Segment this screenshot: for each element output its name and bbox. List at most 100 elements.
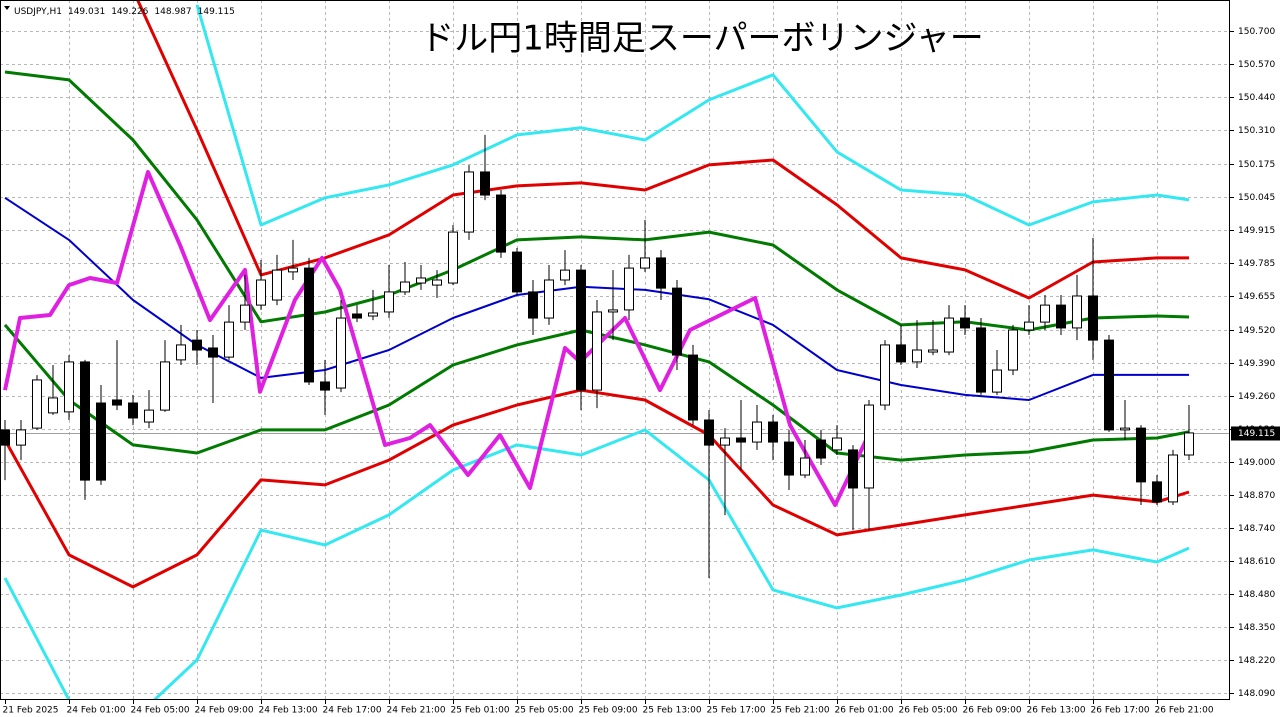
candle-body: [752, 421, 762, 443]
x-tick-label: 25 Feb 17:00: [707, 706, 766, 716]
candle-body: [448, 231, 458, 284]
candle-body: [336, 317, 346, 389]
menu-icon: [4, 6, 10, 10]
candle-body: [944, 317, 954, 353]
candle-body: [1072, 295, 1082, 329]
chart-title: ドル円1時間足スーパーボリンジャー: [420, 19, 984, 59]
ohlc-value: 149.115: [198, 7, 235, 17]
ohlc-value: 148.987: [154, 7, 191, 17]
current-price-label: 149.115: [1238, 429, 1275, 439]
candle-body: [704, 419, 714, 446]
candle-body: [48, 397, 58, 414]
candle-body: [960, 317, 970, 329]
candle-body: [816, 439, 826, 459]
x-tick-label: 21 Feb 2025: [3, 706, 59, 716]
candle-body: [672, 287, 682, 356]
y-tick-label: 148.090: [1238, 689, 1275, 699]
y-tick-label: 149.260: [1238, 392, 1275, 402]
candle-body: [288, 267, 298, 273]
candle-body: [1136, 427, 1146, 483]
candle-body: [16, 429, 26, 446]
candle-body: [1152, 481, 1162, 503]
candle-body: [640, 257, 650, 269]
x-tick-label: 26 Feb 13:00: [1027, 706, 1086, 716]
candle-body: [560, 269, 570, 281]
symbol-header: USDJPY,H1 149.031 149.226 148.987 149.115: [14, 7, 235, 17]
candle-body: [544, 279, 554, 319]
indicator-line: [135, 0, 1189, 300]
candle-body: [608, 309, 618, 313]
candle-body: [320, 381, 330, 391]
candle-body: [128, 402, 138, 419]
candle-body: [1184, 432, 1194, 456]
x-tick-label: 25 Feb 21:00: [771, 706, 830, 716]
candle-body: [96, 402, 106, 481]
candle-body: [480, 171, 490, 196]
x-tick-label: 25 Feb 01:00: [451, 706, 510, 716]
candle-body: [240, 304, 250, 323]
y-tick-label: 148.610: [1238, 557, 1275, 567]
indicator-line: [195, 4, 1190, 227]
x-tick-label: 26 Feb 09:00: [963, 706, 1022, 716]
candle-body: [800, 457, 810, 476]
candle-body: [176, 344, 186, 361]
candle-body: [576, 269, 586, 391]
candle-body: [64, 361, 74, 413]
candle-body: [896, 344, 906, 363]
candle-body: [144, 409, 154, 423]
candle-body: [1120, 427, 1130, 431]
ohlc-value: 149.226: [111, 7, 148, 17]
axes: 150.700 150.570 150.440 150.310 150.175 150.0…: [3, 27, 1280, 716]
candle-body: [496, 194, 506, 253]
x-tick-label: 26 Feb 01:00: [835, 706, 894, 716]
candle-body: [736, 437, 746, 443]
candle-body: [0, 429, 10, 446]
candle-body: [256, 279, 266, 306]
y-tick-label: 148.220: [1238, 656, 1275, 666]
candle-body: [32, 379, 42, 429]
x-tick-label: 26 Feb 17:00: [1091, 706, 1150, 716]
y-tick-label: 149.000: [1238, 458, 1275, 468]
y-tick-label: 148.350: [1238, 623, 1275, 633]
candle-body: [464, 171, 474, 233]
y-tick-label: 149.785: [1238, 259, 1275, 269]
y-tick-label: 150.700: [1238, 27, 1275, 37]
x-tick-label: 24 Feb 09:00: [195, 706, 254, 716]
x-tick-label: 24 Feb 21:00: [387, 706, 446, 716]
candle-body: [208, 347, 218, 358]
candle-body: [768, 421, 778, 443]
candle-body: [1024, 321, 1034, 331]
candle-body: [688, 354, 698, 421]
candle-body: [1088, 295, 1098, 341]
candle-body: [432, 279, 442, 286]
candle-body: [368, 312, 378, 317]
y-tick-label: 149.390: [1238, 359, 1275, 369]
candle-body: [352, 313, 362, 319]
candle-body: [528, 291, 538, 319]
y-tick-label: 148.740: [1238, 524, 1275, 534]
candle-body: [400, 281, 410, 293]
current-price-box: [1231, 426, 1280, 441]
candle-body: [1056, 304, 1066, 329]
x-tick-label: 24 Feb 13:00: [259, 706, 318, 716]
y-tick-label: 150.175: [1238, 160, 1275, 170]
y-tick-label: 149.655: [1238, 292, 1275, 302]
candle-body: [192, 339, 202, 351]
candle-body: [1104, 339, 1114, 431]
candle-body: [928, 349, 938, 353]
x-tick-label: 25 Feb 05:00: [515, 706, 574, 716]
x-tick-label: 25 Feb 09:00: [579, 706, 638, 716]
indicator-line: [4, 70, 1190, 332]
candle-body: [512, 251, 522, 293]
y-tick-label: 148.870: [1238, 491, 1275, 501]
candle-body: [624, 267, 634, 311]
candle-body: [1040, 304, 1050, 323]
x-tick-label: 24 Feb 01:00: [67, 706, 126, 716]
candle-body: [272, 269, 282, 301]
candle-body: [160, 361, 170, 411]
x-tick-label: 26 Feb 21:00: [1155, 706, 1214, 716]
candle-body: [912, 349, 922, 363]
ohlc-value: 149.031: [68, 7, 105, 17]
y-tick-label: 150.570: [1238, 60, 1275, 70]
